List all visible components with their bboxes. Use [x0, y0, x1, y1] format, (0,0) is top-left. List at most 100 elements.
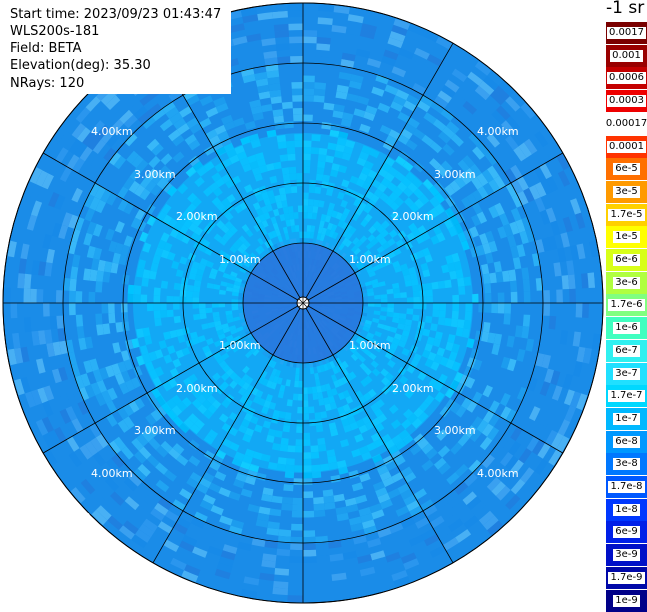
colorbar-swatch: 3e-9: [606, 544, 647, 566]
reflectivity-bin: [568, 317, 576, 332]
reflectivity-bin: [314, 503, 325, 510]
reflectivity-bin: [56, 290, 63, 303]
reflectivity-bin: [273, 581, 288, 589]
colorbar-tick-label: 3e-9: [613, 549, 640, 561]
colorbar-swatch: 1e-9: [606, 590, 647, 612]
range-ring-label: 2.00km: [392, 382, 434, 395]
range-ring-label: 3.00km: [434, 424, 476, 437]
nrays-text: NRays: 120: [10, 75, 221, 92]
colorbar-tick-label: 0.0017: [607, 27, 646, 39]
reflectivity-bin: [69, 303, 76, 315]
colorbar-tick-label: 1.7e-9: [608, 572, 644, 584]
reflectivity-bin: [76, 315, 83, 327]
reflectivity-bin: [282, 102, 293, 109]
reflectivity-bin: [303, 37, 317, 44]
reflectivity-bin: [290, 543, 303, 550]
reflectivity-bin: [317, 37, 331, 45]
reflectivity-bin: [275, 122, 285, 130]
reflectivity-bin: [303, 576, 318, 583]
range-ring-label: 5.00km: [519, 83, 561, 96]
range-ring-label: 2.00km: [392, 210, 434, 223]
reflectivity-bin: [316, 549, 330, 557]
range-ring-label: 4.00km: [91, 467, 133, 480]
range-ring-label: 4.00km: [91, 125, 133, 138]
reflectivity-bin: [291, 524, 303, 531]
reflectivity-bin: [103, 323, 111, 334]
reflectivity-bin: [122, 321, 130, 331]
reflectivity-bin: [303, 491, 313, 498]
colorbar-swatch: 1.7e-5: [606, 204, 647, 226]
range-ring-label: 2.00km: [176, 210, 218, 223]
reflectivity-bin: [576, 303, 583, 318]
reflectivity-bin: [276, 43, 290, 51]
reflectivity-bin: [122, 275, 130, 285]
colorbar-swatch: 0.001: [606, 45, 647, 67]
reflectivity-bin: [291, 82, 303, 89]
reflectivity-bin: [275, 30, 290, 38]
reflectivity-bin: [314, 510, 326, 517]
reflectivity-bin: [69, 291, 76, 303]
range-ring-label: 1.00km: [219, 253, 261, 266]
reflectivity-bin: [289, 556, 303, 563]
range-ring-label: 5.00km: [49, 509, 91, 522]
colorbar-swatch: 0.0017: [606, 22, 647, 44]
reflectivity-bin: [303, 478, 313, 485]
colorbar-swatch: 1e-8: [606, 499, 647, 521]
reflectivity-bin: [282, 497, 293, 504]
reflectivity-bin: [543, 303, 550, 316]
colorbar-swatch: 3e-6: [606, 272, 647, 294]
range-ring-label: 3.00km: [434, 168, 476, 181]
colorbar-tick-label: 1.7e-8: [608, 481, 644, 493]
reflectivity-bin: [290, 550, 303, 557]
reflectivity-bin: [483, 274, 491, 285]
colorbar-swatch: 1.7e-7: [606, 385, 647, 407]
reflectivity-bin: [50, 316, 58, 330]
reflectivity-bin: [303, 82, 315, 89]
reflectivity-bin: [594, 272, 602, 288]
reflectivity-bin: [303, 95, 314, 102]
reflectivity-bin: [37, 289, 44, 303]
reflectivity-bin: [523, 279, 530, 291]
reflectivity-bin: [289, 569, 303, 576]
range-ring-label: 4.00km: [477, 467, 519, 480]
reflectivity-bin: [277, 549, 291, 557]
reflectivity-bin: [483, 322, 491, 333]
reflectivity-bin: [314, 89, 326, 96]
reflectivity-bin: [103, 272, 111, 283]
reflectivity-bin: [510, 281, 517, 293]
colorbar-tick-label: 1e-7: [613, 413, 640, 425]
radar-center-marker: [297, 297, 309, 309]
reflectivity-bin: [272, 4, 288, 12]
reflectivity-bin: [283, 484, 293, 491]
colorbar-swatch: 6e-9: [606, 521, 647, 543]
reflectivity-bin: [281, 503, 292, 510]
colorbar-unit-label: -1 sr: [606, 0, 644, 18]
reflectivity-bin: [24, 288, 31, 303]
reflectivity-bin: [313, 497, 324, 504]
reflectivity-bin: [95, 281, 102, 292]
colorbar-tick-label: 6e-7: [613, 345, 640, 357]
range-ring-label: 1.00km: [219, 339, 261, 352]
range-ring-label: 1.00km: [349, 253, 391, 266]
reflectivity-bin: [4, 287, 11, 303]
reflectivity-bin: [17, 318, 25, 333]
reflectivity-bin: [316, 56, 329, 64]
reflectivity-bin: [274, 24, 289, 32]
reflectivity-bin: [275, 568, 290, 576]
reflectivity-bin: [314, 95, 325, 102]
reflectivity-bin: [562, 275, 570, 289]
reflectivity-bin: [498, 293, 505, 304]
range-ring-label: 2.00km: [176, 382, 218, 395]
reflectivity-bin: [485, 293, 492, 303]
reflectivity-bin: [279, 529, 292, 536]
reflectivity-bin: [303, 115, 313, 122]
colorbar-tick-label: 6e-8: [613, 436, 640, 448]
colorbar-tick-label: 0.0006: [607, 72, 646, 84]
reflectivity-bin: [292, 504, 303, 511]
reflectivity-bin: [273, 109, 284, 117]
colorbar-tick-label: 1.7e-7: [608, 390, 644, 402]
reflectivity-bin: [316, 43, 330, 51]
colorbar-tick-label: 6e-9: [613, 526, 640, 538]
reflectivity-bin: [523, 315, 530, 327]
reflectivity-bin: [582, 303, 589, 318]
